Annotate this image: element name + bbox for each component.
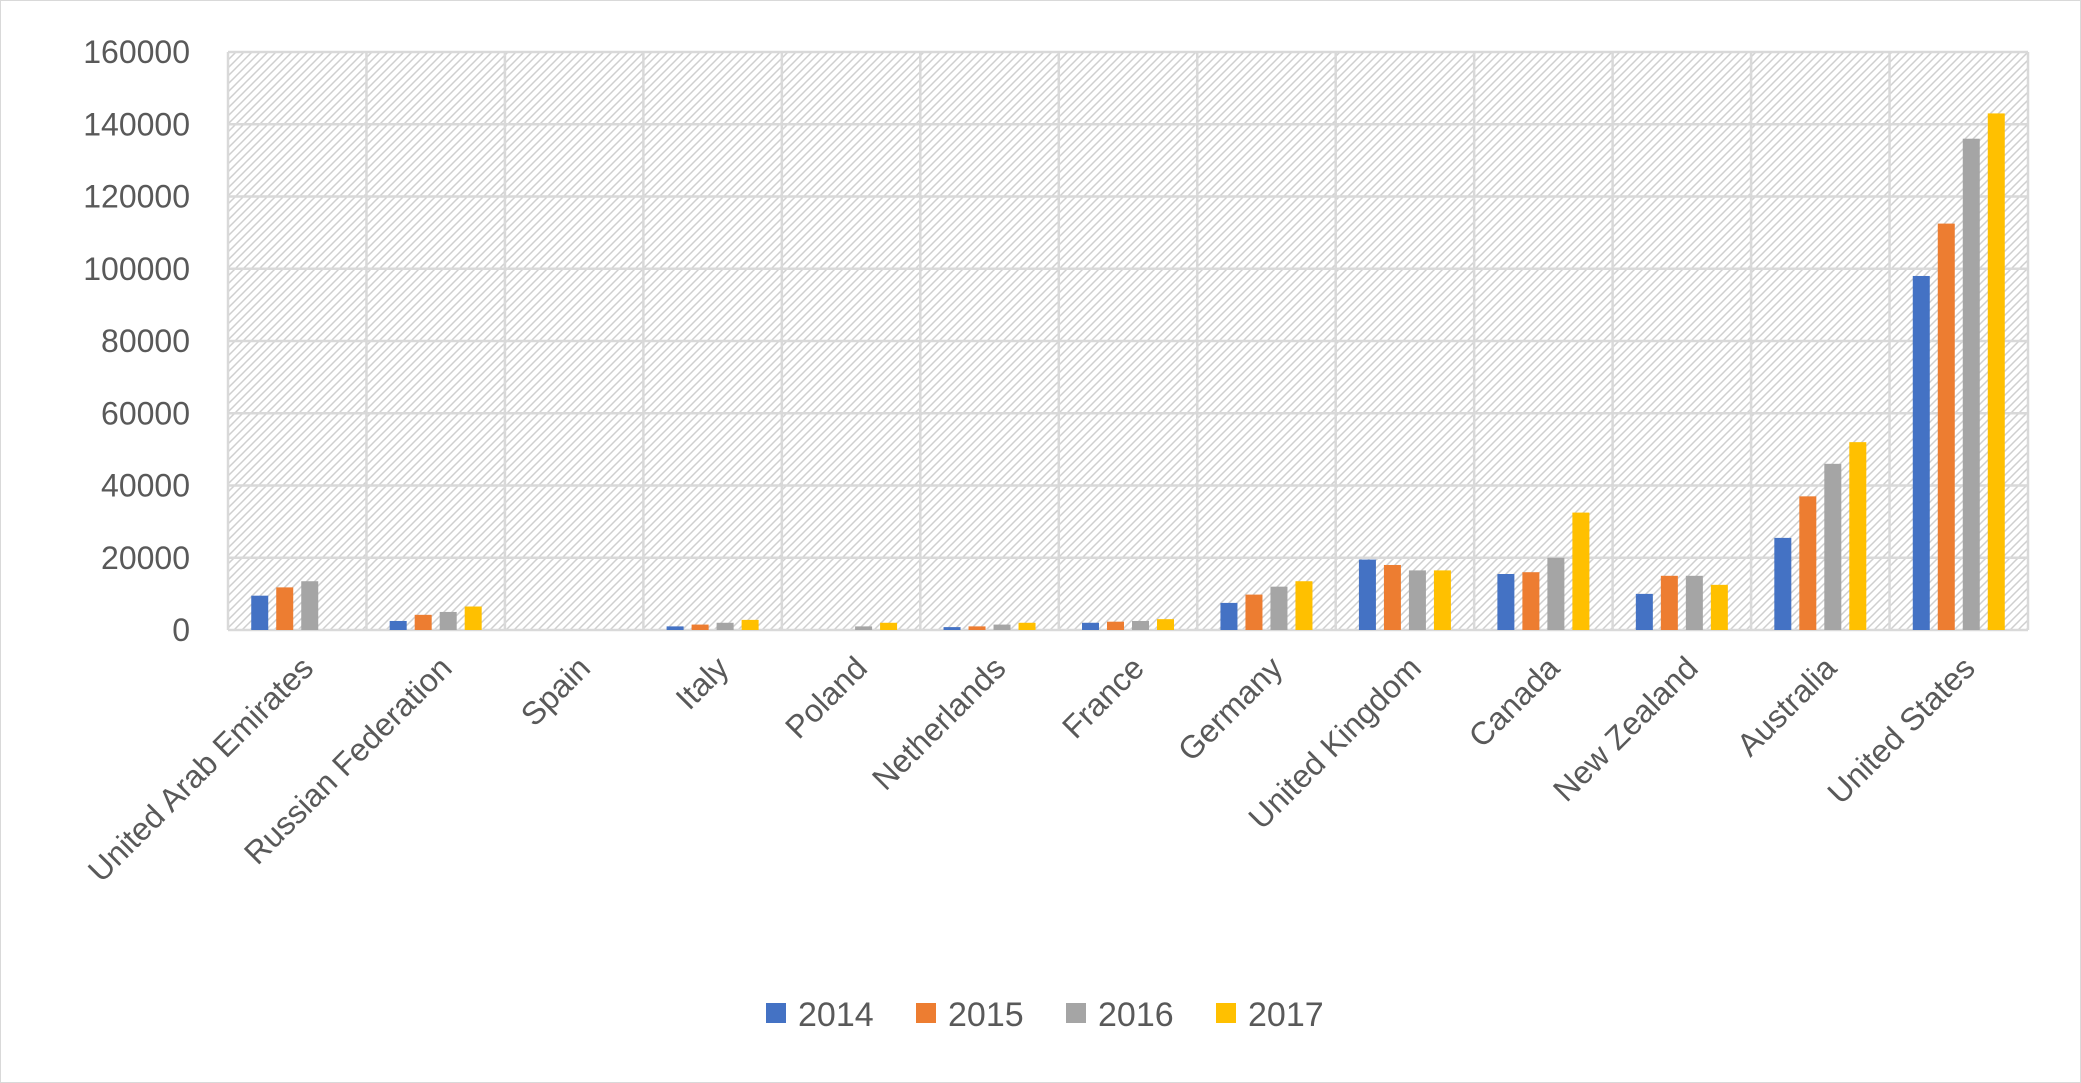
x-tick-label: Australia — [1730, 649, 1844, 763]
bar — [968, 626, 986, 630]
legend-swatch — [1066, 1003, 1086, 1023]
x-tick-label: Spain — [514, 649, 597, 732]
bar — [855, 626, 873, 630]
y-tick-label: 100000 — [83, 251, 190, 287]
bar — [1383, 564, 1401, 630]
y-tick-label: 80000 — [101, 323, 190, 359]
bar — [389, 620, 407, 630]
legend-label: 2014 — [798, 996, 874, 1034]
bar — [1962, 138, 1980, 630]
legend-swatch — [916, 1003, 936, 1023]
bar — [439, 611, 457, 630]
bar — [943, 627, 961, 630]
bar — [993, 624, 1011, 630]
y-tick-label: 140000 — [83, 106, 190, 142]
bar — [1107, 621, 1124, 630]
legend-swatch — [766, 1003, 786, 1023]
x-tick-label: Italy — [669, 649, 736, 716]
legend-label: 2017 — [1248, 996, 1324, 1034]
x-tick-label: France — [1055, 649, 1151, 745]
bar — [1358, 559, 1376, 630]
legend-label: 2015 — [948, 996, 1024, 1034]
bar — [251, 595, 269, 630]
bar — [741, 619, 759, 630]
legend-label: 2016 — [1098, 996, 1174, 1034]
bar — [880, 622, 898, 630]
y-tick-label: 40000 — [101, 468, 190, 504]
bar — [1018, 622, 1036, 630]
bar — [1912, 275, 1930, 630]
bar — [716, 622, 734, 630]
bar — [1774, 537, 1792, 630]
bar — [1572, 512, 1590, 630]
x-tick-label: Netherlands — [865, 649, 1012, 796]
bars — [251, 113, 2005, 631]
gridlines — [226, 50, 2030, 632]
bar — [414, 614, 432, 630]
bar — [1157, 619, 1174, 630]
bar — [1408, 570, 1426, 630]
bar — [1660, 575, 1678, 630]
legend: 2014 2015 2016 2017 — [766, 996, 1324, 1034]
y-tick-label: 160000 — [83, 34, 190, 70]
x-tick-label: Poland — [778, 649, 874, 745]
y-axis-tick-labels: 0 20000 40000 60000 80000 100000 120000 140000 1… — [83, 34, 190, 648]
bar — [1547, 557, 1565, 630]
x-tick-label: New Zealand — [1546, 649, 1705, 808]
y-tick-label: 20000 — [101, 540, 190, 576]
x-tick-label: United Arab Emirates — [81, 649, 320, 888]
bar — [301, 581, 319, 630]
bar — [1849, 442, 1867, 630]
bar — [1522, 572, 1540, 630]
bar — [1635, 593, 1653, 630]
bar — [1295, 581, 1313, 630]
bar — [1987, 113, 2005, 631]
y-tick-label: 120000 — [83, 179, 190, 215]
bar — [1710, 584, 1728, 630]
x-tick-label: Germany — [1171, 649, 1290, 768]
bar — [1799, 496, 1817, 630]
legend-swatch — [1216, 1003, 1236, 1023]
bar — [464, 606, 482, 630]
bar — [1497, 574, 1515, 630]
y-tick-label: 0 — [172, 612, 190, 648]
x-tick-label: Canada — [1462, 649, 1567, 754]
bar — [1937, 223, 1955, 630]
bar — [1824, 463, 1842, 630]
bar — [1220, 602, 1238, 630]
bar — [1433, 570, 1451, 630]
bar — [1245, 594, 1263, 630]
bar — [276, 587, 294, 630]
y-tick-label: 60000 — [101, 395, 190, 431]
bar — [1685, 575, 1703, 630]
bar — [691, 624, 709, 630]
bar — [1082, 622, 1099, 630]
bar — [666, 626, 684, 630]
bar — [1270, 586, 1288, 630]
x-tick-label: United States — [1820, 649, 1981, 810]
bar — [1132, 620, 1149, 630]
